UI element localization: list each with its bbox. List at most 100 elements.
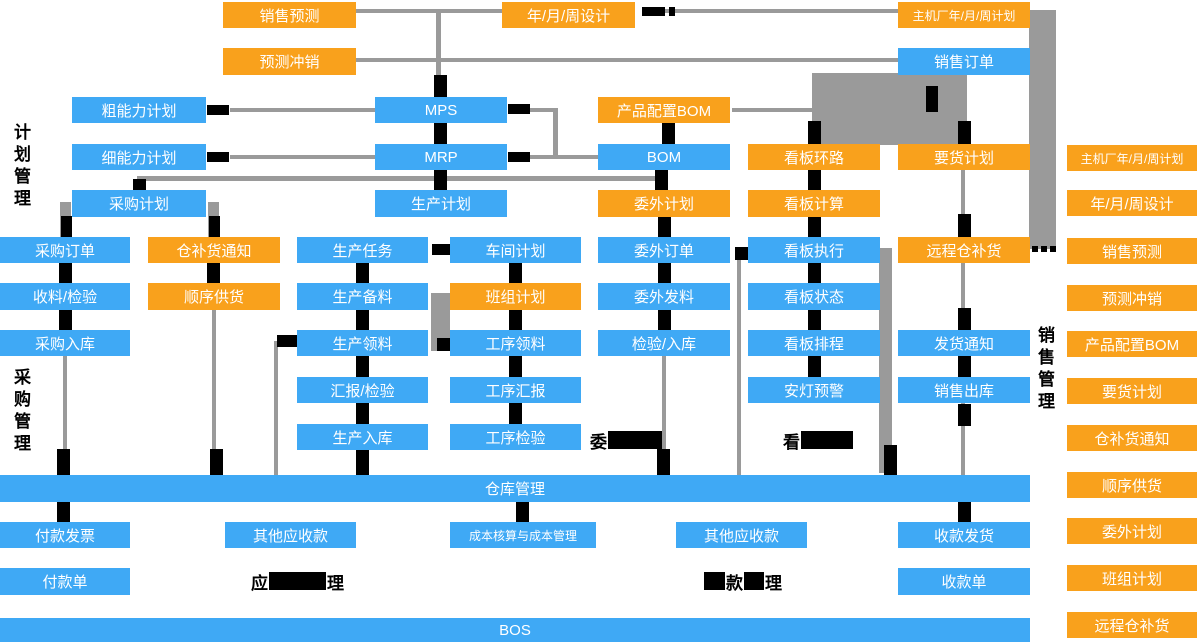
node-andon-alert[interactable]: 安灯预警 xyxy=(748,377,880,403)
node-workshop-plan[interactable]: 车间计划 xyxy=(450,237,581,263)
node-kanban-status[interactable]: 看板状态 xyxy=(748,283,880,310)
node-production-inbound[interactable]: 生产入库 xyxy=(297,424,428,450)
node-product-config-bom[interactable]: 产品配置BOM xyxy=(598,97,730,123)
node-forecast-offset[interactable]: 预测冲销 xyxy=(223,48,356,75)
connector-arrow xyxy=(207,258,220,284)
connector-arrow xyxy=(958,121,971,146)
bos-bar[interactable]: BOS xyxy=(0,618,1030,642)
node-kanban-scheduling[interactable]: 看板排程 xyxy=(748,330,880,356)
node-remote-warehouse-replenish[interactable]: 远程仓补货 xyxy=(898,237,1030,263)
connector-line xyxy=(662,356,666,475)
warehouse-management-bar[interactable]: 仓库管理 xyxy=(0,475,1030,502)
node-purchase-order[interactable]: 采购订单 xyxy=(0,237,130,263)
node-sequenced-supply[interactable]: 顺序供货 xyxy=(148,283,280,310)
node-operation-picking[interactable]: 工序领料 xyxy=(450,330,581,356)
connector-arrow xyxy=(356,258,369,284)
connector-line xyxy=(230,108,375,112)
node-purchase-plan[interactable]: 采购计划 xyxy=(72,190,206,217)
rc-sales-forecast[interactable]: 销售预测 xyxy=(1067,238,1197,264)
node-other-receivables-1[interactable]: 其他应收款 xyxy=(225,522,356,548)
node-shipping-notice[interactable]: 发货通知 xyxy=(898,330,1030,356)
node-payment-invoice[interactable]: 付款发票 xyxy=(0,522,130,548)
connector-line xyxy=(436,9,441,77)
connector-arrow xyxy=(57,449,70,477)
connector-line xyxy=(63,356,67,475)
connector-line xyxy=(961,170,965,237)
rc-oem-year-month-week-plan[interactable]: 主机厂年/月/周计划 xyxy=(1067,145,1197,171)
redacted-label-payables: 应理 xyxy=(251,570,344,593)
node-warehouse-replenish-notice[interactable]: 仓补货通知 xyxy=(148,237,280,263)
connector-line xyxy=(230,155,375,159)
node-rough-capacity-plan[interactable]: 粗能力计划 xyxy=(72,97,206,123)
connector-arrow xyxy=(658,212,671,238)
node-other-receivables-2[interactable]: 其他应收款 xyxy=(676,522,807,548)
node-receipt-shipping[interactable]: 收款发货 xyxy=(898,522,1030,548)
node-kanban-execution[interactable]: 看板执行 xyxy=(748,237,880,263)
connector-arrow xyxy=(356,305,369,331)
node-operation-inspection[interactable]: 工序检验 xyxy=(450,424,581,450)
node-delivery-request-plan[interactable]: 要货计划 xyxy=(898,144,1030,170)
rc-team-plan[interactable]: 班组计划 xyxy=(1067,565,1197,591)
node-cost-accounting[interactable]: 成本核算与成本管理 xyxy=(450,522,596,548)
connector-arrow xyxy=(958,499,971,523)
connector-line xyxy=(212,309,216,475)
node-sales-forecast[interactable]: 销售预测 xyxy=(223,2,356,28)
connector-line xyxy=(1029,10,1056,249)
connector-arrow xyxy=(958,214,971,238)
node-outsourcing-material-issue[interactable]: 委外发料 xyxy=(598,283,730,310)
redacted-text: 委 xyxy=(590,432,607,452)
node-operation-report[interactable]: 工序汇报 xyxy=(450,377,581,403)
redacted-label-kanban: 看 xyxy=(783,429,853,452)
node-report-inspection[interactable]: 汇报/检验 xyxy=(297,377,428,403)
node-production-plan[interactable]: 生产计划 xyxy=(375,190,507,217)
connector-arrow xyxy=(356,447,369,476)
node-production-picking[interactable]: 生产领料 xyxy=(297,330,428,356)
connector-arrow xyxy=(1041,246,1047,252)
rc-product-config-bom[interactable]: 产品配置BOM xyxy=(1067,331,1197,357)
connector-arrow xyxy=(207,152,229,162)
node-payment-slip[interactable]: 付款单 xyxy=(0,568,130,595)
node-oem-year-month-week-plan[interactable]: 主机厂年/月/周计划 xyxy=(898,2,1030,28)
node-team-plan[interactable]: 班组计划 xyxy=(450,283,581,310)
rc-year-month-week-design[interactable]: 年/月/周设计 xyxy=(1067,190,1197,216)
connector-line xyxy=(274,341,278,475)
node-receipt-slip[interactable]: 收款单 xyxy=(898,568,1030,595)
rc-warehouse-replenish-notice[interactable]: 仓补货通知 xyxy=(1067,425,1197,451)
node-production-material-prep[interactable]: 生产备料 xyxy=(297,283,428,310)
node-purchase-inbound[interactable]: 采购入库 xyxy=(0,330,130,356)
connector-arrow xyxy=(508,104,530,114)
rc-sequenced-supply[interactable]: 顺序供货 xyxy=(1067,472,1197,498)
connector-arrow xyxy=(808,258,821,284)
node-sales-order[interactable]: 销售订单 xyxy=(898,48,1030,75)
node-bom[interactable]: BOM xyxy=(598,144,730,170)
connector-arrow xyxy=(658,258,671,284)
connector-arrow xyxy=(434,166,447,192)
rc-outsourcing-plan[interactable]: 委外计划 xyxy=(1067,518,1197,544)
node-outsourcing-plan[interactable]: 委外计划 xyxy=(598,190,730,217)
connector-line xyxy=(356,9,502,13)
node-year-month-week-design[interactable]: 年/月/周设计 xyxy=(502,2,635,28)
connector-arrow xyxy=(808,352,821,378)
connector-arrow xyxy=(57,499,70,523)
node-outsourcing-order[interactable]: 委外订单 xyxy=(598,237,730,263)
node-kanban-loop[interactable]: 看板环路 xyxy=(748,144,880,170)
node-mrp[interactable]: MRP xyxy=(375,144,507,170)
rc-forecast-offset[interactable]: 预测冲销 xyxy=(1067,285,1197,311)
rc-remote-warehouse-replenish[interactable]: 远程仓补货 xyxy=(1067,612,1197,638)
node-detailed-capacity-plan[interactable]: 细能力计划 xyxy=(72,144,206,170)
redaction-box xyxy=(269,572,326,590)
connector-arrow xyxy=(655,166,668,192)
rc-delivery-request-plan[interactable]: 要货计划 xyxy=(1067,378,1197,404)
node-mps[interactable]: MPS xyxy=(375,97,507,123)
node-inspection-inbound[interactable]: 检验/入库 xyxy=(598,330,730,356)
connector-line xyxy=(553,108,558,159)
node-kanban-calculation[interactable]: 看板计算 xyxy=(748,190,880,217)
connector-arrow xyxy=(958,308,971,331)
node-receiving-inspection[interactable]: 收料/检验 xyxy=(0,283,130,310)
node-production-task[interactable]: 生产任务 xyxy=(297,237,428,263)
connector-arrow xyxy=(434,119,447,145)
node-sales-outbound[interactable]: 销售出库 xyxy=(898,377,1030,403)
redacted-label-outsourcing: 委 xyxy=(590,429,662,452)
connector-arrow xyxy=(735,247,750,260)
